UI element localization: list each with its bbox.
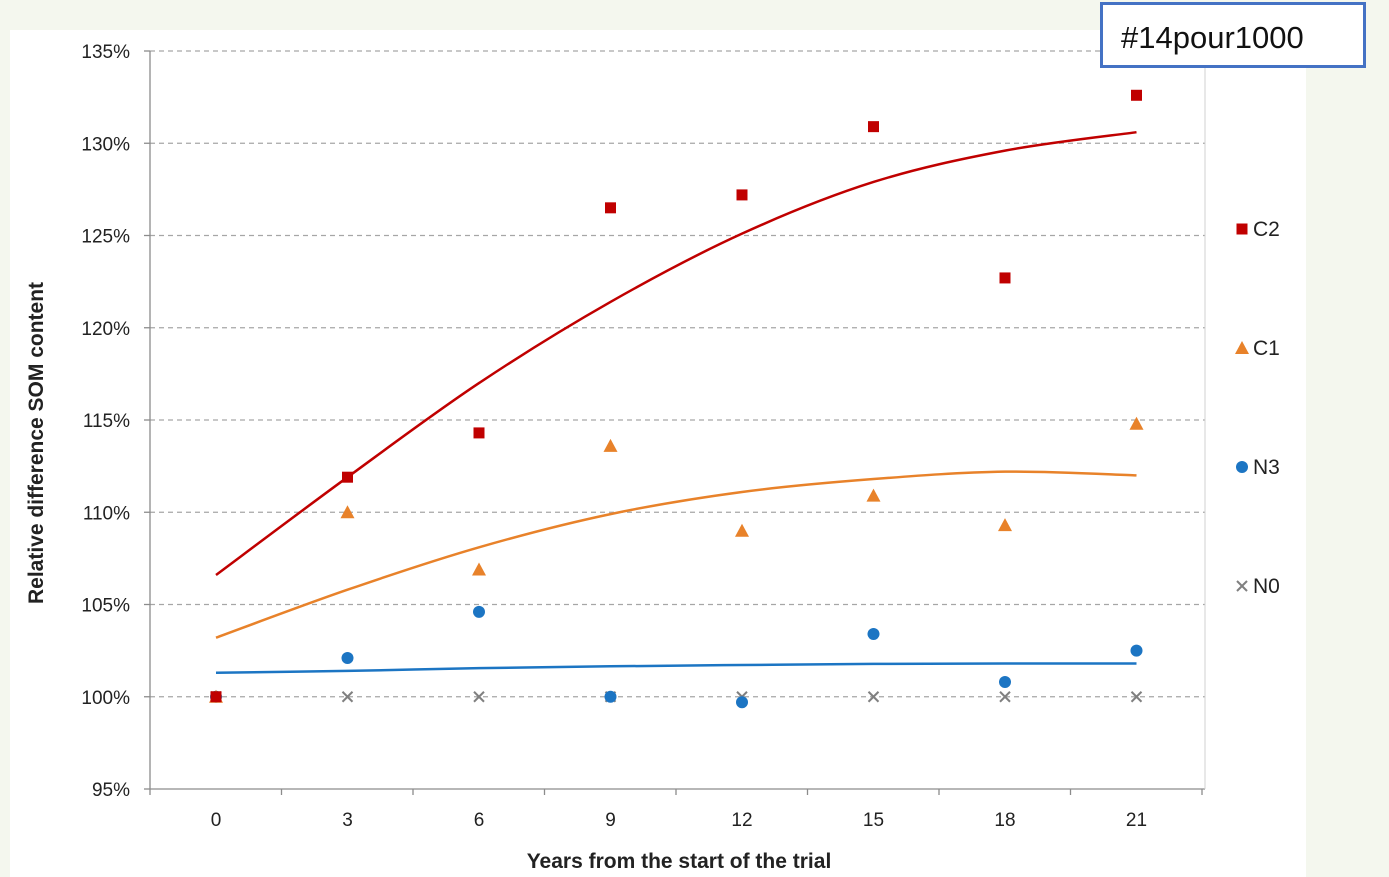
- x-tick-label: 9: [605, 810, 616, 831]
- trendline-c1: [215, 470, 1137, 639]
- chart-panel: [10, 30, 1306, 877]
- legend-label: N3: [1253, 456, 1280, 479]
- point-c2: [473, 427, 485, 439]
- data-points: [209, 89, 1144, 709]
- point-n3: [736, 696, 748, 709]
- trendline-c2: [215, 130, 1137, 576]
- legend-marker: [1236, 580, 1248, 592]
- point-c2: [1131, 89, 1142, 101]
- point-c1: [998, 518, 1012, 532]
- y-tick-label: 120%: [81, 319, 130, 340]
- point-c2: [342, 471, 353, 483]
- point-c1: [340, 505, 355, 519]
- y-tick-label: 105%: [81, 596, 130, 617]
- point-stroke: [341, 691, 354, 703]
- y-tick-label: 110%: [83, 503, 130, 524]
- point-n0: [1130, 691, 1143, 703]
- point-n0: [341, 691, 354, 703]
- legend: C2 C1 N3 N0: [1235, 218, 1280, 598]
- point-c1: [603, 438, 618, 452]
- point-c1: [866, 488, 881, 502]
- point-stroke: [1236, 580, 1248, 592]
- x-tick-label: 6: [474, 810, 485, 831]
- point-c2: [605, 202, 616, 214]
- legend-label: C2: [1253, 218, 1280, 241]
- y-axis-title: Relative difference SOM content: [25, 282, 48, 604]
- x-tick-label: 18: [994, 810, 1015, 831]
- point-n3: [473, 605, 485, 618]
- point-stroke: [1130, 691, 1143, 703]
- y-tick-label: 135%: [81, 42, 130, 63]
- y-tick-label: 95%: [92, 780, 130, 801]
- point-c2: [210, 691, 222, 703]
- x-tick-label: 3: [342, 810, 353, 831]
- point-c1: [1129, 416, 1144, 430]
- x-axis-title: Years from the start of the trial: [527, 850, 832, 873]
- y-tick-label: 100%: [81, 688, 130, 709]
- axes: 95% 100% 105% 110% 115% 120% 125% 130% 135% 0 3 6 9 1…: [81, 42, 1206, 831]
- point-n0: [473, 691, 485, 703]
- y-tick-label: 125%: [81, 227, 130, 248]
- legend-item-c2: C2: [1236, 218, 1280, 241]
- point-c2: [999, 272, 1011, 284]
- legend-label: C1: [1253, 337, 1280, 360]
- point-c2: [736, 189, 748, 201]
- legend-marker: [1235, 341, 1249, 354]
- point-n3: [999, 675, 1011, 688]
- legend-marker: [1236, 223, 1248, 235]
- legend-marker: [1236, 461, 1248, 473]
- point-stroke: [867, 691, 880, 703]
- legend-item-n0: N0: [1236, 575, 1280, 598]
- point-c2: [868, 121, 879, 133]
- y-tick-label: 130%: [81, 134, 130, 155]
- point-n3: [341, 652, 354, 665]
- point-n0: [999, 691, 1011, 703]
- x-tick-label: 21: [1126, 810, 1147, 831]
- point-c1: [735, 523, 749, 537]
- x-tick-label: 15: [863, 810, 884, 831]
- point-n3: [867, 628, 880, 641]
- legend-item-n3: N3: [1236, 456, 1280, 479]
- legend-label: N0: [1253, 575, 1280, 598]
- point-c1: [472, 562, 486, 576]
- point-stroke: [999, 691, 1011, 703]
- point-n0: [867, 691, 880, 703]
- trendlines: [215, 130, 1137, 675]
- y-tick-label: 115%: [83, 411, 130, 432]
- legend-item-c1: C1: [1235, 337, 1280, 360]
- trendline-n3: [215, 662, 1137, 675]
- point-stroke: [473, 691, 485, 703]
- point-n3: [1130, 644, 1143, 657]
- hashtag-label: #14pour1000: [1100, 2, 1366, 68]
- grid-lines: [150, 50, 1205, 698]
- x-tick-label: 12: [731, 810, 752, 831]
- x-tick-label: 0: [211, 810, 222, 831]
- point-n3: [604, 690, 617, 703]
